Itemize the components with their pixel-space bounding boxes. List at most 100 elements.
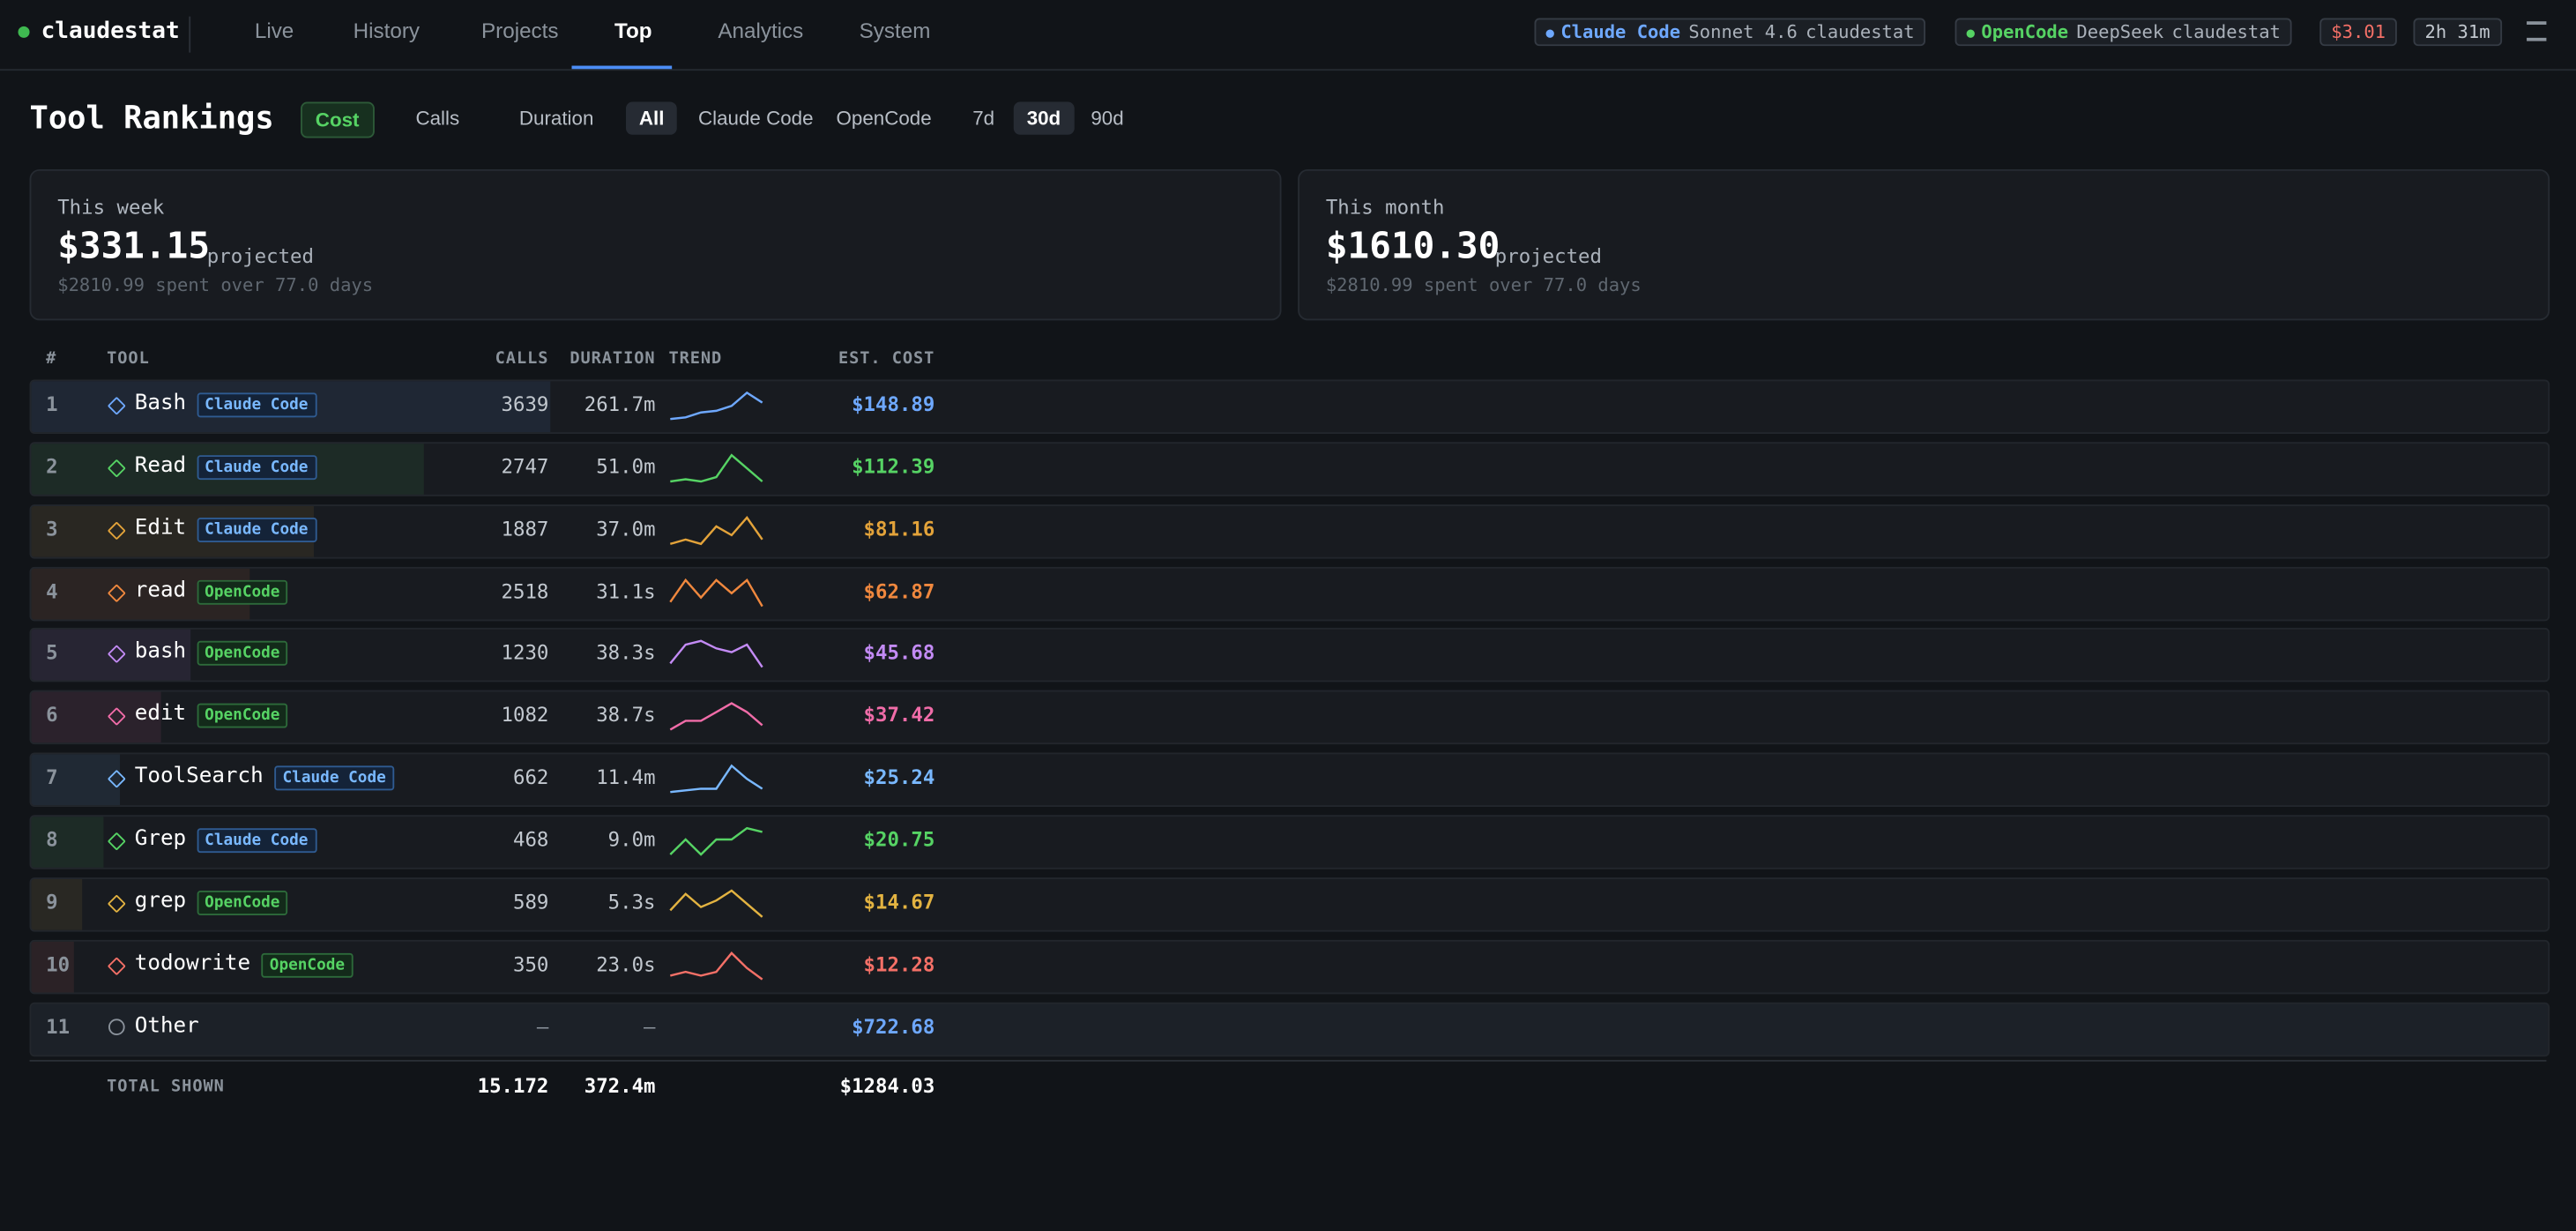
card-suffix: projected xyxy=(1494,244,1602,268)
calls: 1887 xyxy=(501,517,549,541)
trend-sparkline xyxy=(670,951,763,980)
card-value: $331.15 xyxy=(57,227,211,268)
session-chip[interactable]: OpenCode DeepSeek claudestat xyxy=(1954,18,2292,47)
trend-sparkline xyxy=(669,889,763,918)
duration: 9.0m xyxy=(607,828,656,852)
range-button[interactable]: 30d xyxy=(1013,101,1075,135)
summary-card: This week $331.15 projected $2810.99 spent … xyxy=(29,168,1282,321)
session-tool: OpenCode xyxy=(1981,21,2069,43)
source-badge: Claude Code xyxy=(274,765,395,791)
table-row[interactable] xyxy=(29,815,2550,869)
calls: 2747 xyxy=(501,454,549,478)
table-row[interactable] xyxy=(29,441,2550,496)
nav-tab[interactable]: History xyxy=(353,18,421,43)
source-badge: Claude Code xyxy=(196,828,316,854)
range-button[interactable]: 7d xyxy=(972,107,995,131)
calls: 468 xyxy=(512,828,549,852)
rank: 9 xyxy=(46,890,58,914)
source-badge: Claude Code xyxy=(196,517,316,542)
est-cost: $722.68 xyxy=(852,1014,935,1038)
est-cost: $45.68 xyxy=(863,641,935,665)
nav-tab[interactable]: Analytics xyxy=(718,18,804,43)
trend-line xyxy=(669,889,763,918)
trend-line xyxy=(669,515,763,545)
duration: 38.3s xyxy=(596,641,656,665)
table-row[interactable] xyxy=(29,752,2550,808)
trend-sparkline xyxy=(670,453,763,482)
cost-bar xyxy=(31,878,83,930)
source-button[interactable]: OpenCode xyxy=(836,107,932,131)
trend-sparkline xyxy=(669,702,763,731)
table-row[interactable] xyxy=(29,628,2550,683)
rank: 2 xyxy=(46,454,58,478)
calls: 1230 xyxy=(501,641,549,665)
rank: 1 xyxy=(46,392,58,416)
trend-line xyxy=(670,764,763,794)
metric-button[interactable]: Duration xyxy=(518,107,594,131)
nav-tab[interactable]: Live xyxy=(254,18,294,43)
trend-sparkline xyxy=(669,826,763,856)
active-tab-underline xyxy=(571,65,673,70)
column-header: TOOL xyxy=(107,349,150,369)
metric-button[interactable]: Calls xyxy=(415,107,460,131)
table-row[interactable] xyxy=(29,566,2550,621)
table-row[interactable] xyxy=(29,504,2550,559)
trend-line xyxy=(670,391,763,421)
source-badge: OpenCode xyxy=(196,641,288,667)
source-button[interactable]: All xyxy=(625,101,678,135)
rank: 11 xyxy=(46,1014,71,1038)
trend-line xyxy=(669,640,763,668)
trend-line xyxy=(669,702,763,731)
nav-tab[interactable]: Projects xyxy=(481,18,559,43)
rank: 10 xyxy=(46,952,71,976)
source-badge: Claude Code xyxy=(196,392,316,418)
summary-card: This month $1610.30 projected $2810.99 spen… xyxy=(1298,168,2550,321)
duration: 5.3s xyxy=(607,890,656,914)
duration: — xyxy=(644,1014,656,1038)
est-cost: $25.24 xyxy=(863,765,935,789)
rank: 4 xyxy=(46,578,58,603)
table-row[interactable] xyxy=(29,690,2550,745)
trend-line xyxy=(669,578,763,607)
tool-name: Edit xyxy=(134,515,187,541)
source-badge: OpenCode xyxy=(196,704,288,728)
est-cost: $20.75 xyxy=(863,828,935,852)
nav-tab[interactable]: Top xyxy=(614,18,652,43)
session-project: claudestat xyxy=(2171,21,2281,43)
calls: 3639 xyxy=(501,392,549,416)
source-button[interactable]: Claude Code xyxy=(697,107,814,131)
rank: 5 xyxy=(46,641,58,665)
total-cost: $1284.03 xyxy=(839,1074,935,1098)
trend-line xyxy=(669,826,763,856)
column-header: TREND xyxy=(668,349,723,369)
card-label: This month xyxy=(1325,195,1445,219)
source-badge: OpenCode xyxy=(261,952,354,978)
cost-bar xyxy=(31,754,120,806)
column-header: DURATION xyxy=(570,349,656,369)
est-cost: $112.39 xyxy=(852,454,935,478)
trend-sparkline xyxy=(669,515,763,545)
trend-line xyxy=(670,453,763,482)
settings-icon[interactable] xyxy=(2527,21,2547,41)
table-row[interactable] xyxy=(29,379,2550,434)
cost-bar xyxy=(31,630,191,682)
table-row[interactable] xyxy=(29,877,2550,932)
metric-button[interactable]: Cost xyxy=(301,101,375,138)
status-dot xyxy=(18,26,30,38)
cost-chip: $3.01 xyxy=(2319,18,2398,47)
table-row[interactable] xyxy=(29,939,2550,994)
calls: 662 xyxy=(512,765,549,789)
column-header: EST. COST xyxy=(838,349,935,369)
top-nav: claudestat Live History Projects Top Analytic… xyxy=(0,0,2576,71)
duration: 261.7m xyxy=(584,392,656,416)
session-chip[interactable]: Claude Code Sonnet 4.6 claudestat xyxy=(1534,18,1926,47)
duration: 37.0m xyxy=(596,517,656,541)
duration: 11.4m xyxy=(596,765,656,789)
other-row[interactable] xyxy=(29,1001,2550,1056)
nav-tab[interactable]: System xyxy=(859,18,931,43)
rank: 3 xyxy=(46,517,58,541)
range-button[interactable]: 90d xyxy=(1091,107,1124,131)
tool-name: Grep xyxy=(134,826,187,852)
